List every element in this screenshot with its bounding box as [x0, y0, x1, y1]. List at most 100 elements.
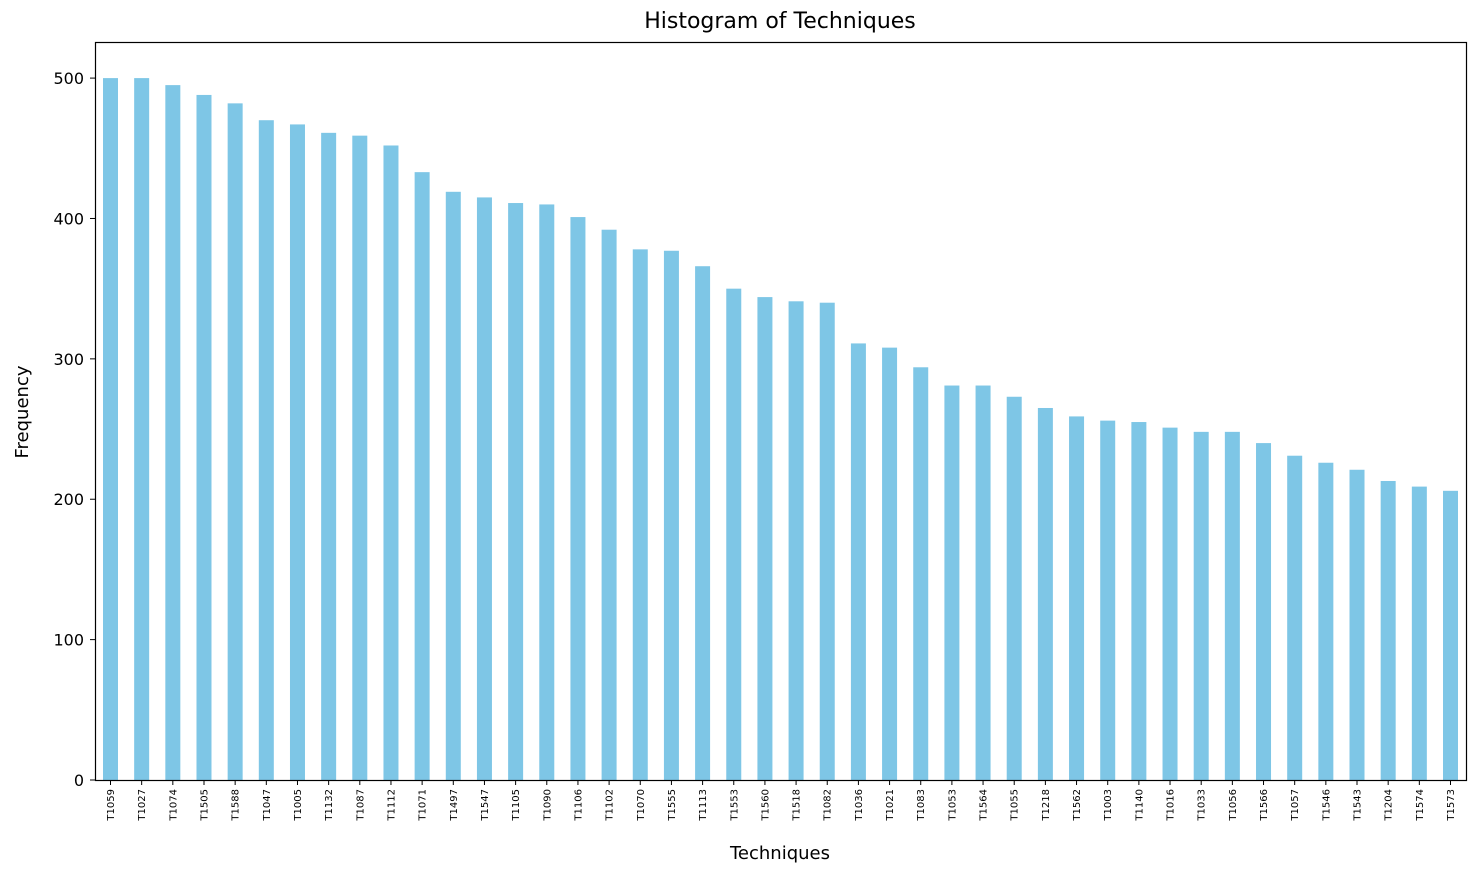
bars-group [103, 78, 1458, 781]
bar-T1053 [944, 385, 960, 780]
x-tick-label: T1083 [916, 789, 927, 822]
bar-T1132 [321, 132, 337, 781]
y-tick-label: 100 [53, 631, 84, 650]
x-tick-label: T1113 [698, 789, 709, 822]
plot-frame [94, 41, 1468, 782]
x-axis: T1059 T1027 T1074 T1505 T1588 T1047 T1005 T1132… [106, 780, 1457, 822]
bar-T1055 [1006, 396, 1022, 780]
x-tick-label: T1555 [667, 789, 678, 822]
x-tick-label: T1505 [199, 789, 210, 822]
bar-T1562 [1069, 416, 1085, 780]
bar-T1087 [352, 135, 368, 780]
y-axis: 0 100 200 300 400 500 [53, 69, 96, 790]
bar-T1036 [850, 343, 866, 780]
x-tick-label: T1564 [979, 789, 990, 822]
x-tick-label: T1090 [542, 789, 553, 822]
bar-T1057 [1287, 455, 1303, 780]
bar-T1497 [445, 191, 461, 781]
bar-T1005 [289, 124, 305, 781]
y-tick-label: 400 [53, 209, 84, 228]
bar-T1113 [695, 266, 711, 781]
bar-T1505 [196, 94, 212, 780]
x-tick-label: T1140 [1134, 789, 1145, 822]
bar-T1566 [1256, 443, 1272, 780]
x-tick-label: T1543 [1353, 789, 1364, 822]
bar-T1553 [726, 288, 742, 780]
bar-T1071 [414, 172, 430, 780]
bar-T1574 [1411, 486, 1427, 780]
bar-T1112 [383, 145, 399, 781]
bar-T1059 [103, 78, 118, 781]
x-tick-label: T1588 [231, 789, 242, 822]
x-tick-label: T1132 [324, 789, 335, 822]
x-tick-label: T1573 [1446, 789, 1457, 822]
x-tick-label: T1057 [1290, 789, 1301, 822]
x-tick-label: T1546 [1321, 789, 1332, 822]
bar-T1083 [913, 367, 929, 780]
x-tick-label: T1074 [168, 789, 179, 822]
x-tick-label: T1082 [823, 789, 834, 822]
x-tick-label: T1106 [573, 789, 584, 822]
x-tick-label: T1562 [1072, 789, 1083, 822]
bar-T1105 [508, 203, 524, 780]
x-tick-label: T1005 [293, 789, 304, 822]
bar-T1547 [476, 197, 492, 781]
bar-T1588 [227, 103, 243, 781]
x-tick-label: T1105 [511, 789, 522, 822]
x-tick-label: T1033 [1197, 789, 1208, 822]
y-tick-label: 0 [74, 771, 84, 790]
bar-T1070 [632, 249, 648, 781]
x-tick-label: T1055 [1010, 789, 1021, 822]
x-tick-label: T1518 [792, 789, 803, 822]
x-tick-label: T1070 [636, 789, 647, 822]
bar-T1056 [1224, 431, 1240, 780]
x-tick-label: T1036 [854, 789, 865, 822]
bar-T1102 [601, 229, 617, 780]
x-tick-label: T1021 [885, 789, 896, 822]
y-tick-label: 300 [53, 350, 84, 369]
bar-T1560 [757, 297, 773, 780]
bar-T1106 [570, 217, 586, 780]
bar-T1016 [1162, 427, 1178, 780]
x-tick-label: T1204 [1384, 789, 1395, 822]
x-tick-label: T1087 [355, 789, 366, 822]
bar-T1021 [882, 347, 898, 780]
x-tick-label: T1047 [262, 789, 273, 822]
x-tick-label: T1553 [729, 789, 740, 822]
bar-T1546 [1318, 462, 1334, 780]
x-tick-label: T1574 [1415, 789, 1426, 822]
bar-T1027 [134, 78, 150, 781]
x-tick-label: T1003 [1103, 789, 1114, 822]
x-tick-label: T1560 [760, 789, 771, 822]
bar-T1518 [788, 301, 804, 780]
x-tick-label: T1566 [1259, 789, 1270, 822]
bar-T1082 [819, 302, 835, 780]
x-tick-label: T1027 [137, 789, 148, 822]
bar-T1555 [663, 250, 679, 780]
y-tick-label: 200 [53, 490, 84, 509]
x-tick-label: T1497 [449, 789, 460, 822]
bar-T1564 [975, 385, 991, 780]
bar-T1003 [1100, 420, 1116, 780]
x-tick-label: T1218 [1041, 789, 1052, 822]
bar-T1047 [258, 120, 274, 780]
x-tick-label: T1053 [947, 789, 958, 822]
x-tick-label: T1059 [106, 789, 117, 822]
x-axis-label: Techniques [729, 843, 830, 864]
bar-T1573 [1443, 490, 1458, 780]
y-tick-label: 500 [53, 69, 84, 88]
x-tick-label: T1056 [1228, 789, 1239, 822]
bar-T1140 [1131, 422, 1147, 780]
y-axis-label: Frequency [12, 365, 33, 458]
bar-T1074 [165, 85, 181, 781]
chart-title: Histogram of Techniques [644, 9, 916, 34]
x-tick-label: T1547 [480, 789, 491, 822]
x-tick-label: T1016 [1166, 789, 1177, 822]
x-tick-label: T1071 [418, 789, 429, 822]
bar-T1204 [1380, 480, 1396, 780]
x-tick-label: T1102 [605, 789, 616, 822]
x-tick-label: T1112 [386, 789, 397, 822]
bar-T1543 [1349, 469, 1365, 780]
bar-T1218 [1037, 407, 1053, 780]
